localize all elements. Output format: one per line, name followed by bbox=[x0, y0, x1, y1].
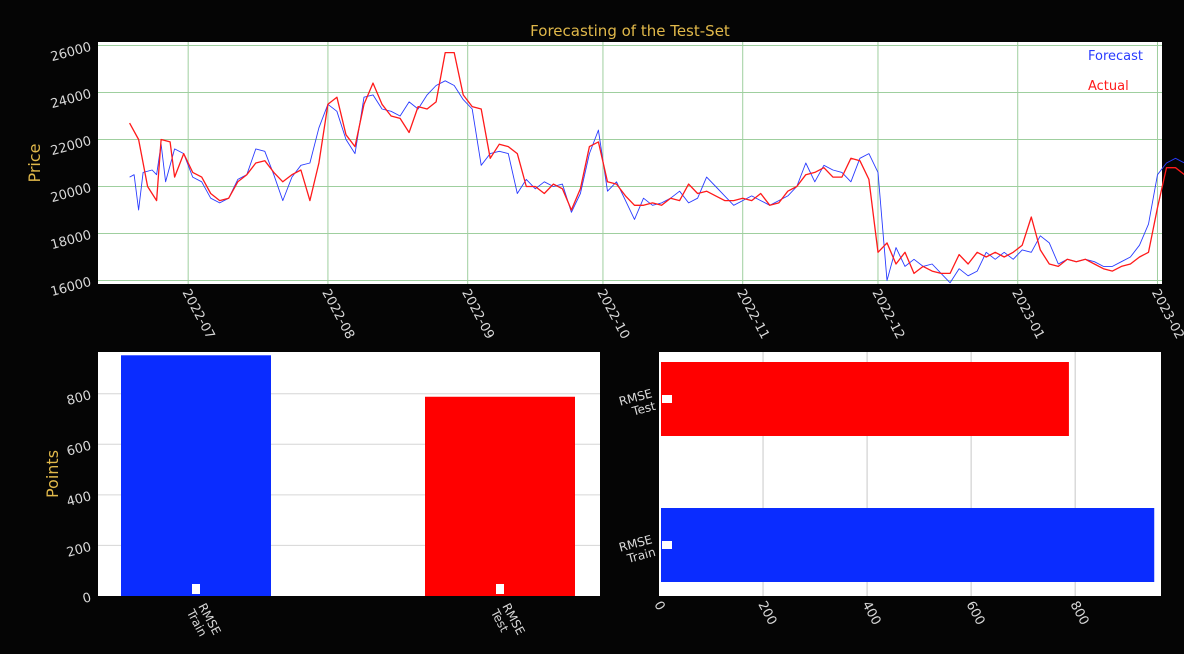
forecast-ylabel: Price bbox=[25, 143, 44, 182]
vbar-y-tick-label: 600 bbox=[65, 439, 93, 460]
vbar-y-tick-label: 0 bbox=[81, 590, 93, 607]
forecast-line bbox=[129, 80, 1184, 284]
vbar-bars bbox=[121, 355, 575, 596]
vbar-x-tick-label: RMSETest bbox=[487, 600, 527, 643]
vbar-marker bbox=[192, 584, 200, 594]
vbar-marker bbox=[496, 584, 504, 594]
forecast-chart: Forecasting of the Test-Set 160001800020… bbox=[25, 22, 1184, 342]
vbar-y-tick-label: 200 bbox=[65, 540, 93, 561]
vbar-y-tick-label: 800 bbox=[65, 388, 93, 409]
hbar-y-tick-label: RMSETest bbox=[617, 386, 657, 421]
vbar-ylabel: Points bbox=[43, 450, 62, 498]
vbar-y-ticks: 0 200 400 600 800 bbox=[65, 388, 93, 607]
vbar-y-tick-label: 400 bbox=[65, 489, 93, 510]
forecast-series bbox=[129, 51, 1184, 284]
vbar-rmse-train bbox=[121, 355, 271, 596]
hbar-rmse-test bbox=[661, 362, 1069, 436]
forecast-legend: Forecast Actual bbox=[1088, 49, 1143, 94]
legend-forecast: Forecast bbox=[1088, 49, 1143, 64]
actual-line bbox=[129, 51, 1184, 275]
vbar-rmse-test bbox=[425, 396, 575, 596]
hbar-rmse-train bbox=[661, 508, 1155, 582]
hbar-marker bbox=[662, 541, 672, 549]
forecast-gridlines bbox=[98, 42, 1162, 284]
forecast-title: Forecasting of the Test-Set bbox=[530, 22, 730, 40]
legend-actual: Actual bbox=[1088, 79, 1129, 94]
hbar-bars bbox=[661, 362, 1155, 582]
forecast-plot-area bbox=[98, 42, 1162, 284]
hbar-marker bbox=[662, 395, 672, 403]
